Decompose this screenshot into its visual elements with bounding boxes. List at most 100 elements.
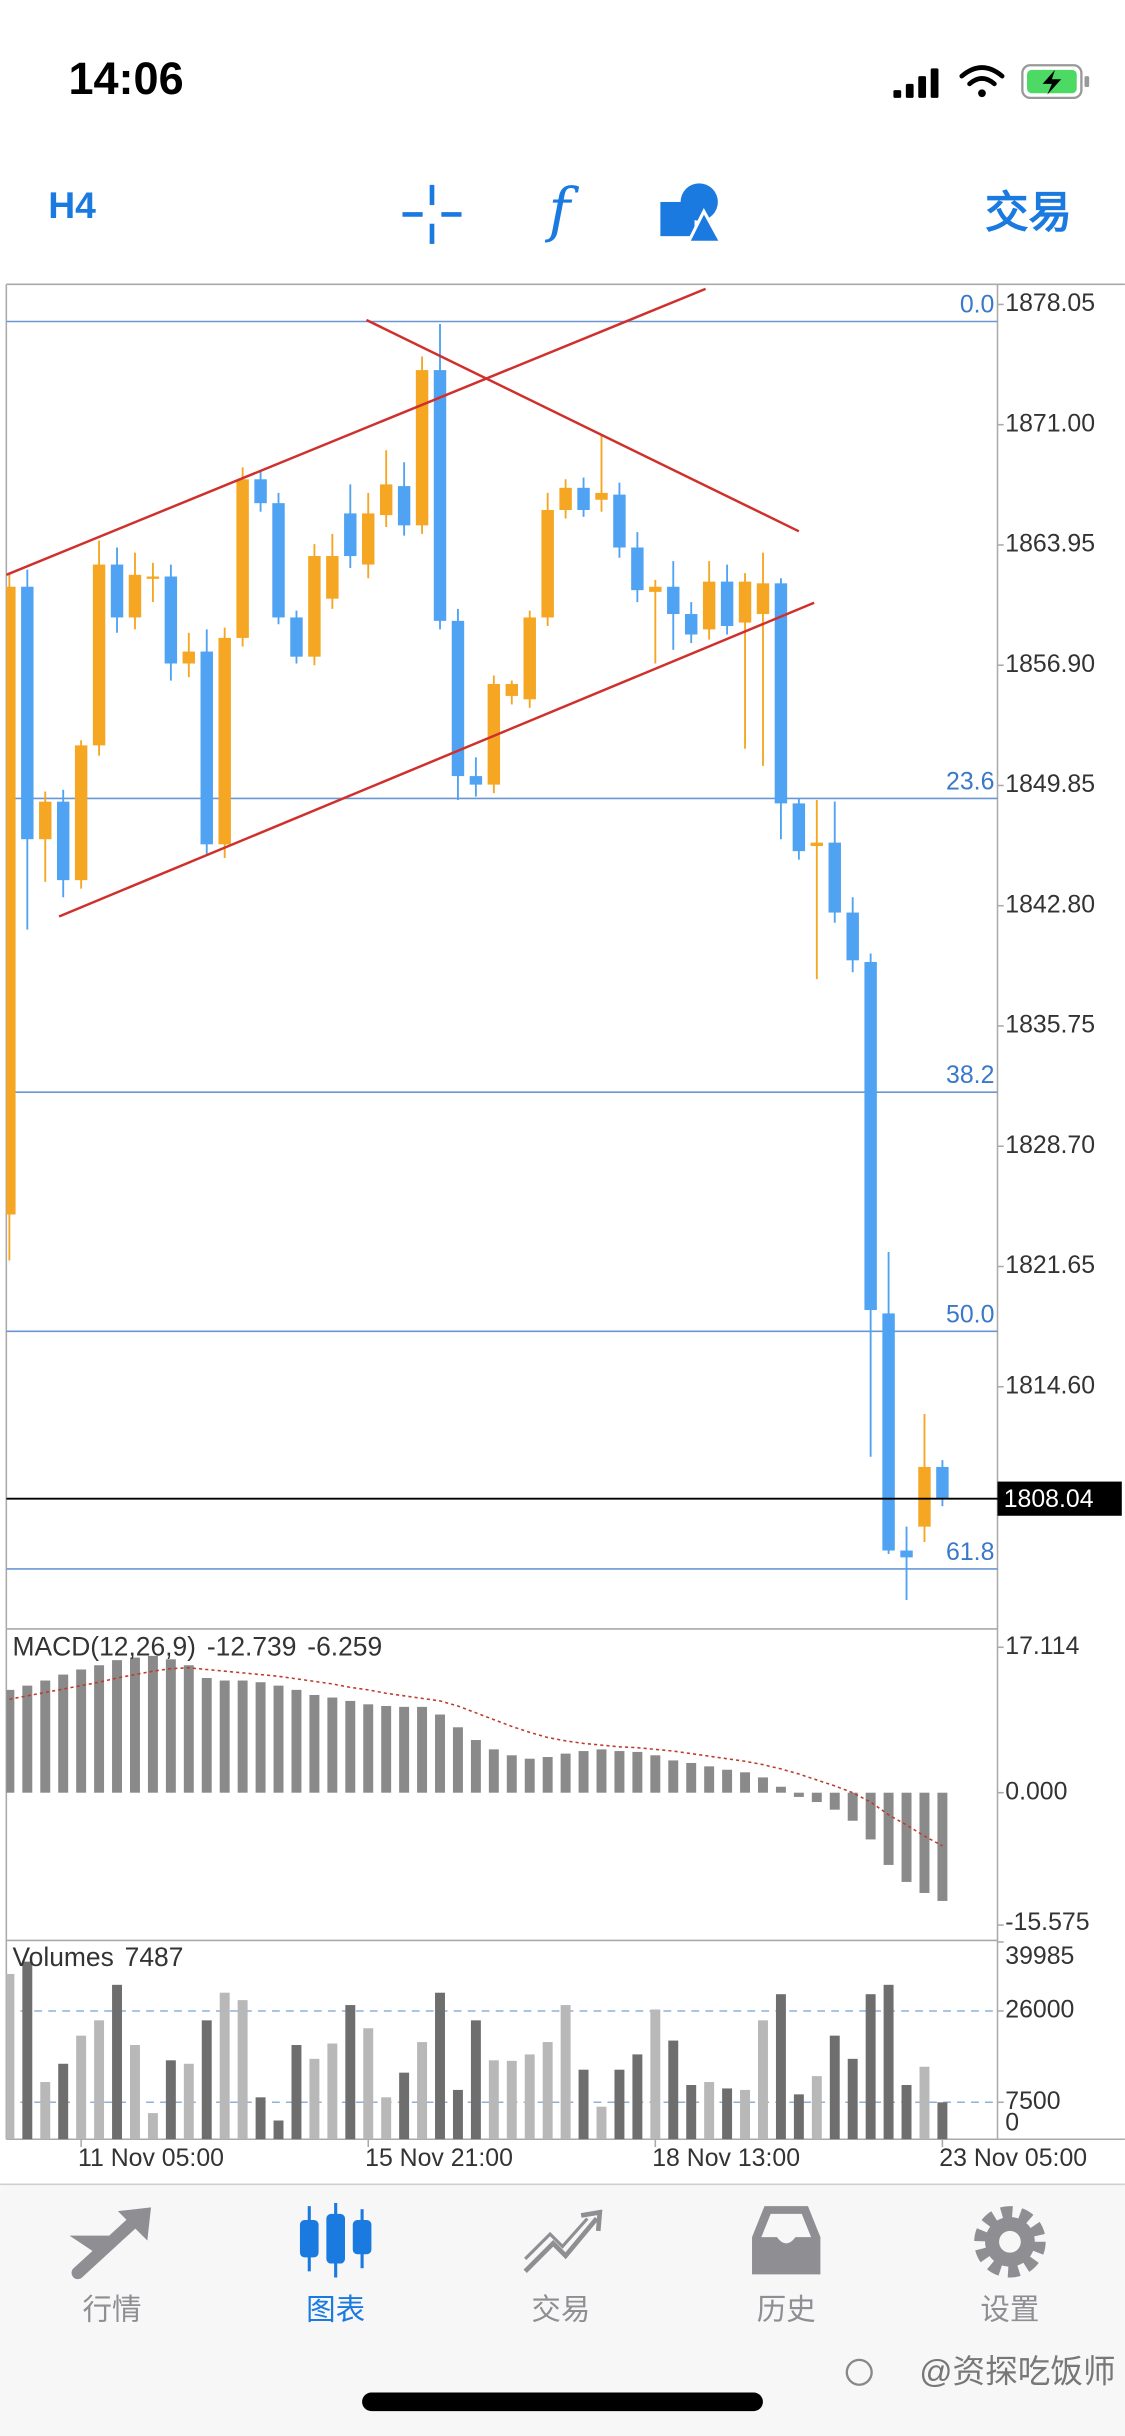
watermark-text: @资探吃饭师 [919, 2352, 1115, 2389]
volume-bar [901, 2084, 912, 2140]
volume-bar [829, 2035, 840, 2140]
tab-label[interactable]: 历史 [757, 2294, 816, 2327]
tab-label[interactable]: 行情 [82, 2294, 141, 2327]
macd-bar [399, 1706, 410, 1793]
volume-bar [847, 2058, 858, 2140]
macd-bar [542, 1757, 553, 1793]
macd-bar [345, 1700, 356, 1793]
chart-icon[interactable] [299, 2202, 372, 2278]
objects-button[interactable] [660, 183, 724, 244]
y-tick-label: 1863.95 [1005, 531, 1095, 558]
trendline [6, 287, 707, 576]
indicator-value: 7487 [125, 1942, 184, 1972]
y-tick-label: 1871.00 [1005, 410, 1095, 437]
volume-bar [740, 2089, 751, 2140]
macd-bar [740, 1772, 751, 1793]
signal-line [9, 1667, 943, 1847]
volume-bar [165, 2060, 176, 2140]
macd-bar [273, 1685, 284, 1793]
y-tick-label: 1856.90 [1005, 651, 1095, 678]
candle-body [362, 513, 375, 565]
volume-bar [255, 2097, 266, 2140]
candle-body [308, 556, 321, 657]
candle-body [613, 494, 626, 548]
macd-bar [524, 1758, 535, 1793]
indicator-name: MACD(12,26,9) [13, 1631, 196, 1661]
trade-icon[interactable] [523, 2209, 603, 2273]
history-icon[interactable] [752, 2206, 821, 2275]
x-tick-label: 18 Nov 13:00 [652, 2145, 800, 2172]
candle-body [74, 745, 88, 881]
macd-bar [112, 1660, 123, 1793]
candle-body [397, 486, 411, 526]
candle-body [110, 564, 124, 618]
volume-bar [112, 1984, 123, 2140]
candle-body [523, 617, 536, 700]
macd-bar [793, 1792, 804, 1797]
timeframe[interactable]: H4 [48, 184, 96, 226]
macd-bar [775, 1786, 786, 1793]
candle-body [218, 637, 231, 845]
macd-bar [560, 1753, 571, 1793]
candle-body [667, 586, 680, 615]
volume-bar [722, 2088, 733, 2140]
candle-body [379, 484, 393, 516]
volume-bar [6, 1973, 15, 2140]
volume-bar [668, 2040, 679, 2140]
y-tick-label: 1835.75 [1005, 1012, 1095, 1039]
macd-bar [596, 1749, 607, 1793]
macd-bar [470, 1740, 481, 1793]
volume-bar [919, 2066, 930, 2140]
macd-bar [22, 1685, 33, 1793]
price-pane [6, 287, 998, 1600]
volume-bar [865, 1994, 876, 2140]
quotes-icon[interactable] [69, 2207, 152, 2280]
y-tick-label: 39985 [1005, 1943, 1074, 1970]
volume-bar [58, 2063, 69, 2140]
macd-bar [183, 1665, 194, 1793]
macd-bar [901, 1792, 912, 1882]
macd-bar [219, 1680, 230, 1793]
indicators-button[interactable]: f [544, 175, 579, 244]
volume-bar [363, 2028, 374, 2140]
trade-button[interactable]: 交易 [985, 189, 1072, 237]
tab-label[interactable]: 设置 [980, 2294, 1039, 2327]
volume-bar [560, 2005, 571, 2140]
trendline [58, 601, 815, 918]
indicator-value: -12.739 [207, 1631, 297, 1661]
candle-body [756, 583, 770, 615]
candle-body [684, 614, 698, 635]
candle-body [649, 586, 662, 592]
candle-body [559, 487, 572, 510]
y-tick-label: 17.114 [1005, 1633, 1079, 1660]
volume-bar [883, 1984, 894, 2140]
chart-frame [5, 283, 1125, 2141]
candle-body [344, 513, 357, 557]
candle-body [900, 1550, 913, 1558]
crosshair-button[interactable] [402, 184, 462, 244]
macd-pane [6, 1655, 948, 1901]
macd-bar [363, 1704, 374, 1793]
candle-body [810, 842, 824, 847]
candle-body [738, 581, 752, 623]
candle-body [882, 1313, 895, 1551]
x-tick-label: 15 Nov 21:00 [365, 2145, 513, 2172]
tab-label[interactable]: 图表 [306, 2294, 365, 2327]
battery-icon [1021, 64, 1090, 100]
signal-value: -6.259 [307, 1631, 382, 1661]
macd-bar [6, 1689, 15, 1793]
volume-bar [417, 2042, 428, 2140]
volume-bar [596, 2106, 607, 2140]
volume-bar [506, 2060, 517, 2140]
volume-pane [6, 1961, 998, 2140]
candle-body [451, 620, 465, 777]
tab-label[interactable]: 交易 [531, 2294, 590, 2327]
macd-bar [165, 1659, 176, 1793]
volume-bar [201, 2020, 212, 2140]
macd-bar [650, 1755, 661, 1793]
volume-bar [309, 2058, 320, 2140]
candle-body [792, 803, 806, 852]
candle-body [720, 581, 734, 626]
x-tick-label: 11 Nov 05:00 [78, 2145, 224, 2172]
